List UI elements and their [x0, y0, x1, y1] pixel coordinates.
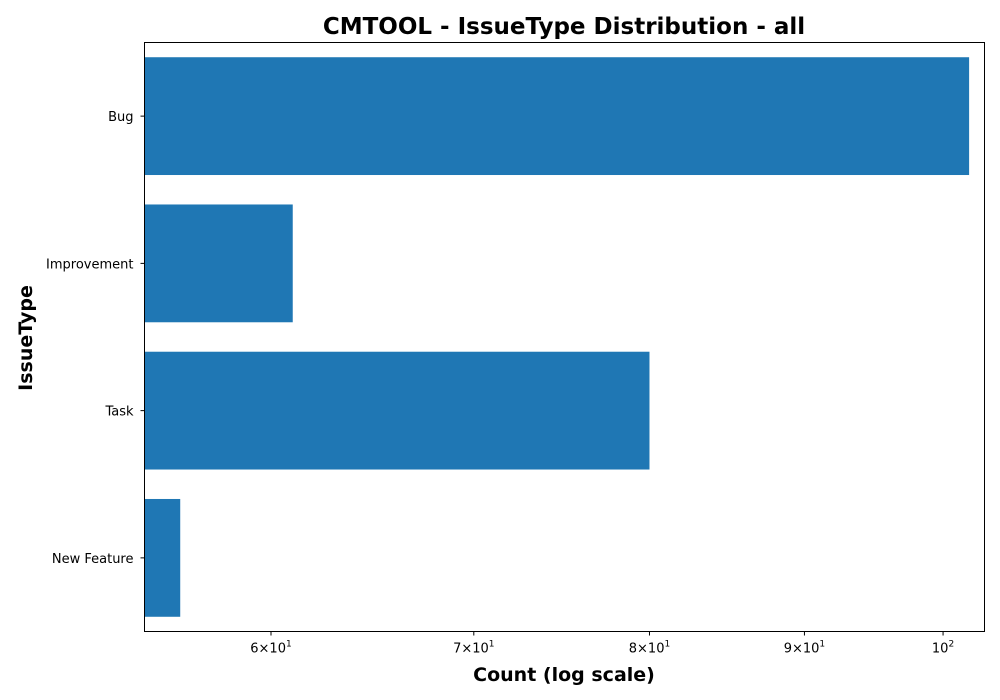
chart-title: CMTOOL - IssueType Distribution - all — [323, 14, 805, 40]
bars-group — [144, 57, 970, 617]
x-axis-label: Count (log scale) — [473, 664, 655, 686]
y-axis-ticks: Bug Improvement Task New Feature — [46, 110, 145, 567]
bar-new-feature — [144, 498, 181, 617]
plot-frame — [144, 42, 985, 632]
y-tick-label: New Feature — [52, 552, 134, 567]
y-tick-label: Bug — [108, 110, 133, 125]
x-tick-label: 7×101 — [453, 640, 494, 657]
y-tick-label: Improvement — [46, 257, 133, 272]
x-axis-ticks: 6×101 7×101 8×101 9×101 102 — [250, 631, 954, 657]
x-tick-label: 6×101 — [250, 640, 291, 657]
x-tick-label: 8×101 — [629, 640, 670, 657]
bar-task — [144, 351, 650, 470]
x-tick-label: 102 — [932, 640, 954, 657]
y-axis-label: IssueType — [15, 285, 37, 391]
y-tick-label: Task — [104, 405, 134, 420]
bar-bug — [144, 57, 970, 176]
bar-improvement — [144, 204, 293, 323]
x-tick-label: 9×101 — [784, 640, 825, 657]
